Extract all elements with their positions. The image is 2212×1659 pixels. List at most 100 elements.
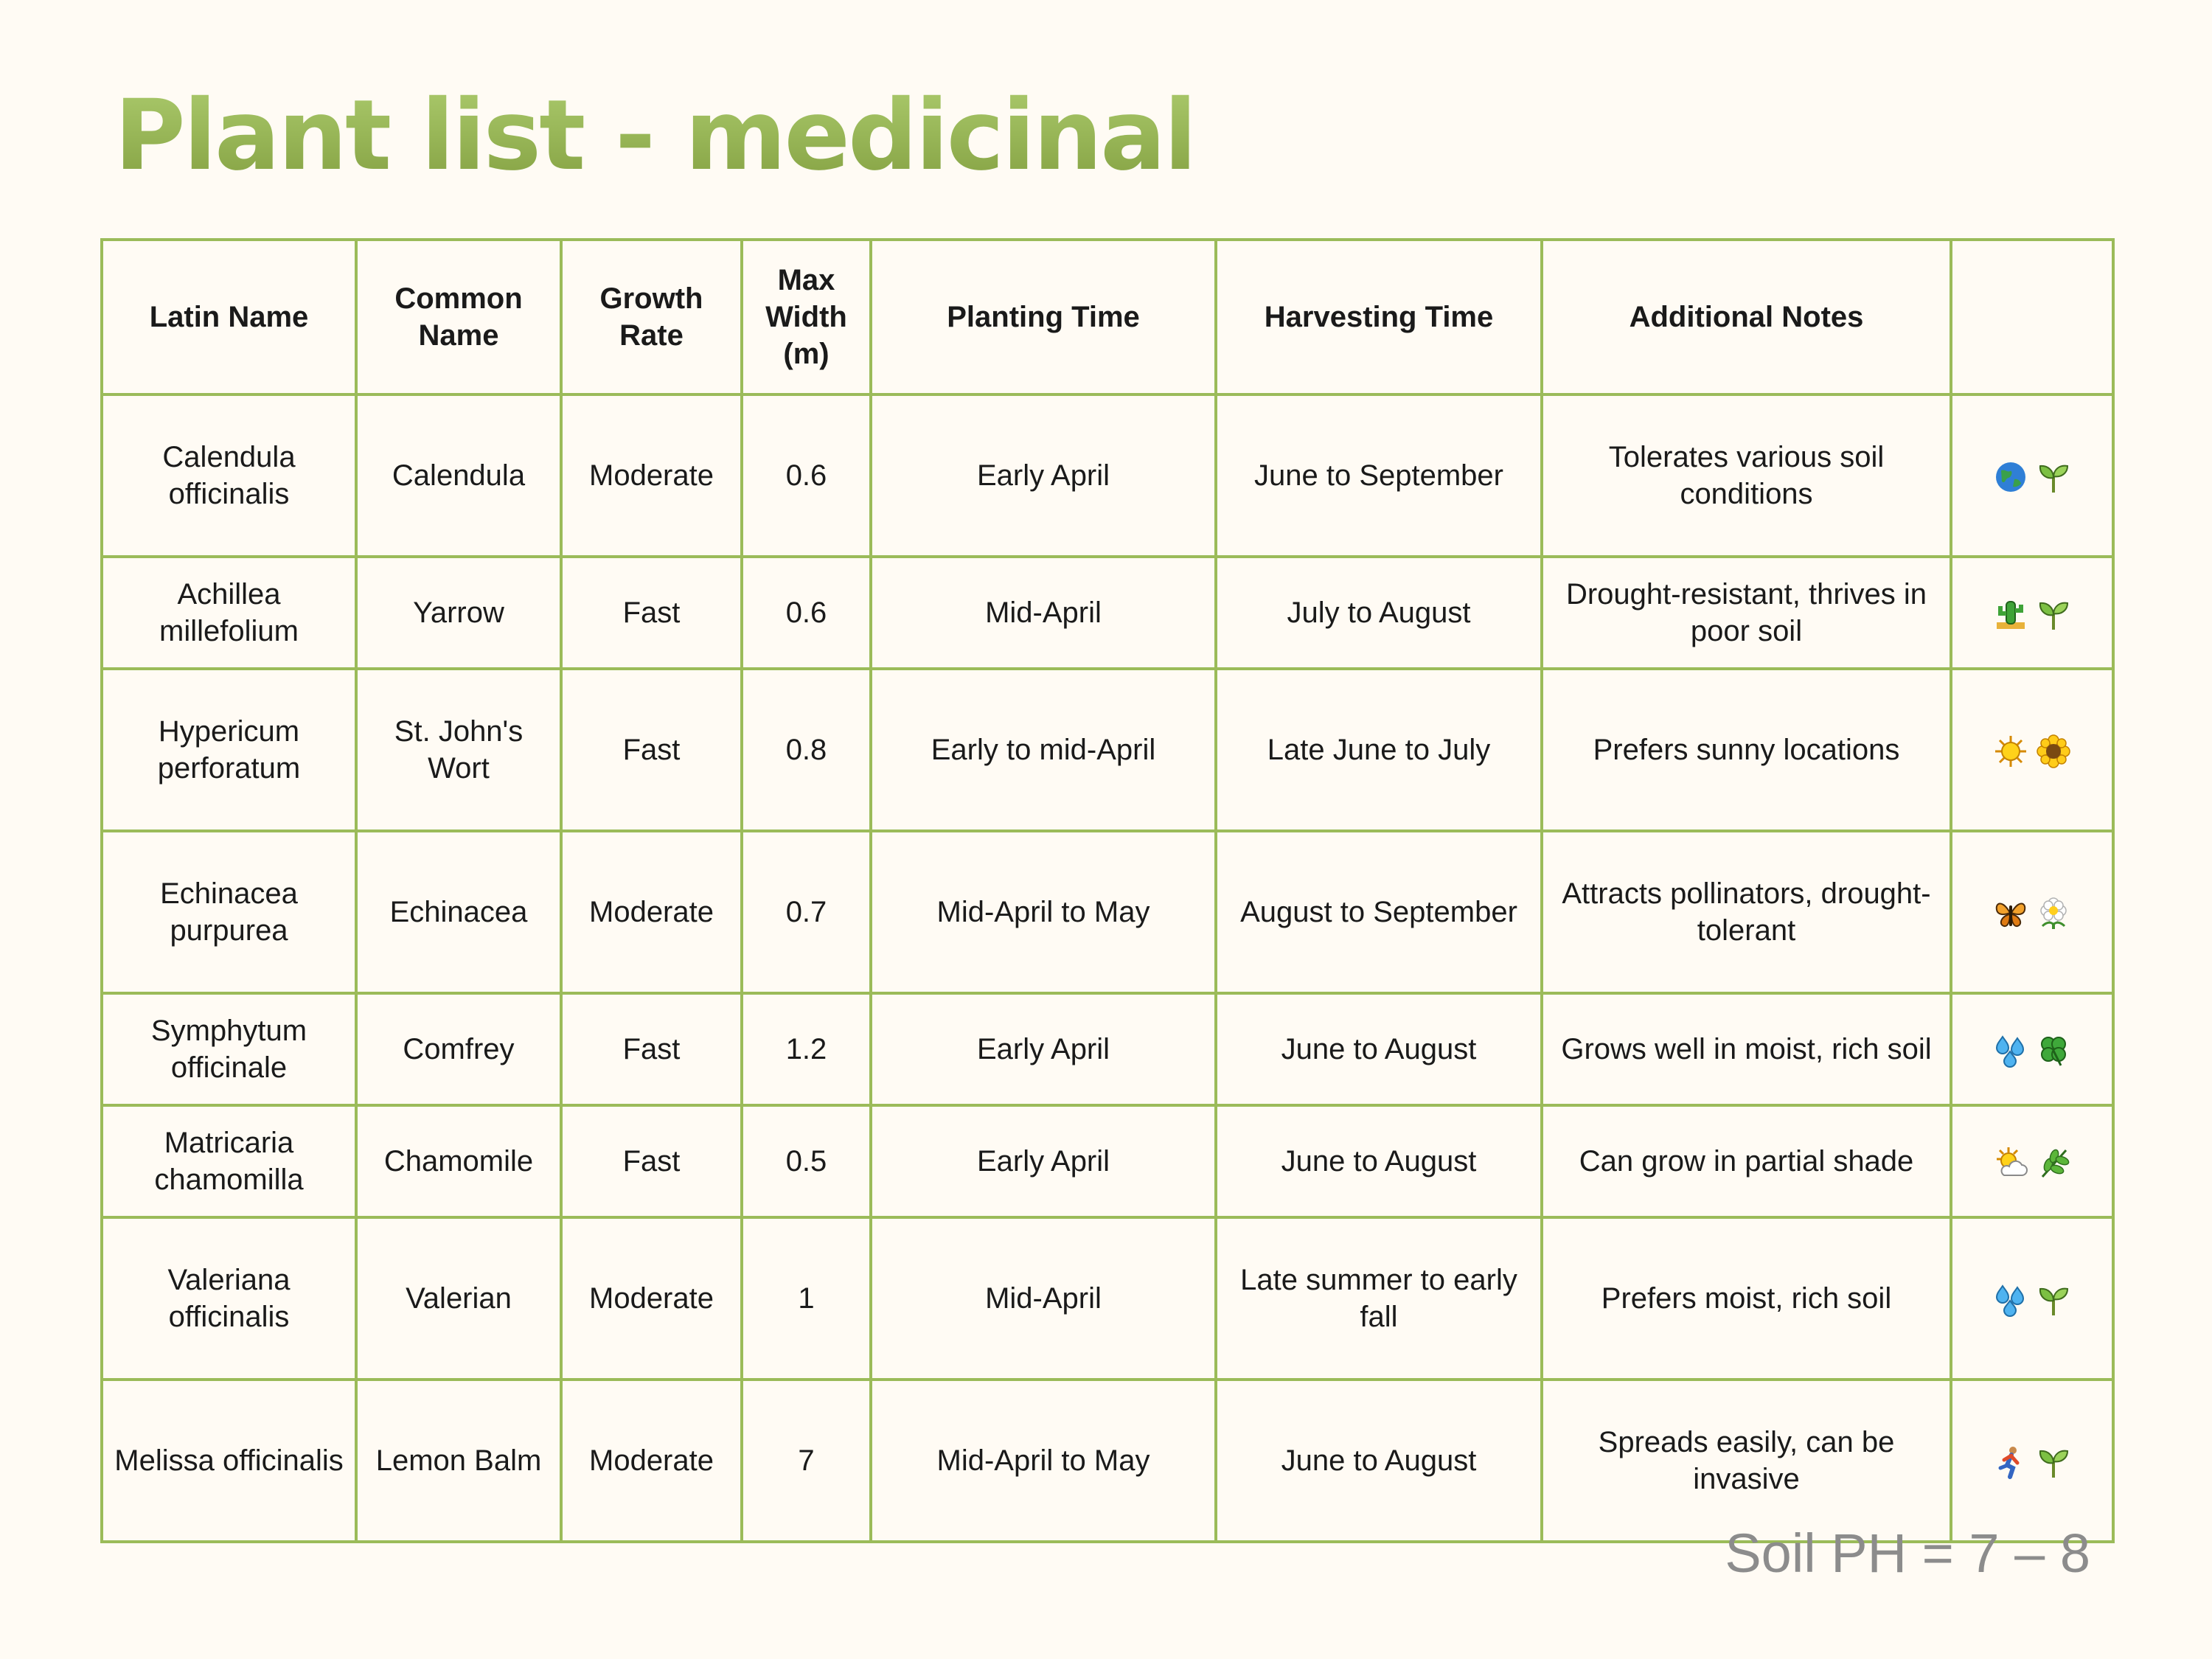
cell-common-name: Yarrow (355, 555, 563, 670)
sun-icon (1994, 734, 2028, 768)
cell-growth-rate: Fast (560, 555, 743, 670)
runner-icon (1994, 1445, 2028, 1480)
cell-max-width: 0.8 (740, 667, 872, 832)
cell-icons (1950, 1378, 2115, 1543)
cell-harvesting-time: August to September (1214, 830, 1543, 995)
header-additional-notes: Additional Notes (1540, 238, 1952, 396)
cell-icons (1950, 992, 2115, 1107)
cell-additional-notes: Can grow in partial shade (1540, 1104, 1952, 1219)
cell-harvesting-time: July to August (1214, 555, 1543, 670)
cell-harvesting-time: June to September (1214, 393, 1543, 558)
cell-common-name: Lemon Balm (355, 1378, 563, 1543)
cell-icons (1950, 830, 2115, 995)
soil-ph-note: Soil PH = 7 – 8 (1725, 1523, 2090, 1584)
cell-harvesting-time: Late June to July (1214, 667, 1543, 832)
table-row: Valeriana officinalis Valerian Moderate 1 Mi… (100, 1216, 2115, 1381)
cell-max-width: 7 (740, 1378, 872, 1543)
cell-additional-notes: Grows well in moist, rich soil (1540, 992, 1952, 1107)
cell-additional-notes: Drought-resistant, thrives in poor soil (1540, 555, 1952, 670)
table-row: Hypericum perforatum St. John's Wort Fast 0… (100, 667, 2115, 832)
cell-latin-name: Achillea millefolium (100, 555, 358, 670)
cell-planting-time: Mid-April to May (869, 1378, 1217, 1543)
table-row: Achillea millefolium Yarrow Fast 0.6 Mid-Apr… (100, 555, 2115, 670)
cell-harvesting-time: June to August (1214, 1378, 1543, 1543)
cell-icons (1950, 1104, 2115, 1219)
seedling-icon (2037, 460, 2070, 494)
cell-planting-time: Early April (869, 1104, 1217, 1219)
cell-icons (1950, 555, 2115, 670)
cell-max-width: 0.7 (740, 830, 872, 995)
cell-planting-time: Early to mid-April (869, 667, 1217, 832)
herb-icon (2037, 1146, 2070, 1180)
cell-icons (1950, 667, 2115, 832)
cell-common-name: Calendula (355, 393, 563, 558)
cell-common-name: Valerian (355, 1216, 563, 1381)
cell-latin-name: Hypericum perforatum (100, 667, 358, 832)
cell-harvesting-time: June to August (1214, 992, 1543, 1107)
globe-icon (1994, 460, 2028, 494)
cell-additional-notes: Tolerates various soil conditions (1540, 393, 1952, 558)
table-row: Melissa officinalis Lemon Balm Moderate 7 Mi… (100, 1378, 2115, 1543)
cell-max-width: 0.5 (740, 1104, 872, 1219)
cell-latin-name: Matricaria chamomilla (100, 1104, 358, 1219)
header-row: Latin Name Common Name Growth Rate Max W… (100, 238, 2115, 396)
cell-growth-rate: Fast (560, 1104, 743, 1219)
cell-growth-rate: Moderate (560, 830, 743, 995)
cell-common-name: Echinacea (355, 830, 563, 995)
cell-harvesting-time: June to August (1214, 1104, 1543, 1219)
cell-latin-name: Calendula officinalis (100, 393, 358, 558)
table-row: Symphytum officinale Comfrey Fast 1.2 Early … (100, 992, 2115, 1107)
cell-additional-notes: Prefers moist, rich soil (1540, 1216, 1952, 1381)
sun-cloud-icon (1994, 1146, 2028, 1180)
cell-planting-time: Mid-April (869, 1216, 1217, 1381)
cell-icons (1950, 393, 2115, 558)
cactus-icon (1994, 597, 2028, 631)
cell-max-width: 0.6 (740, 393, 872, 558)
cell-common-name: Comfrey (355, 992, 563, 1107)
water-drops-icon (1994, 1283, 2028, 1318)
seedling-icon (2037, 1445, 2070, 1479)
flower-icon (2037, 897, 2070, 931)
cell-latin-name: Melissa officinalis (100, 1378, 358, 1543)
cell-harvesting-time: Late summer to early fall (1214, 1216, 1543, 1381)
header-max-width: Max Width (m) (740, 238, 872, 396)
seedling-icon (2037, 597, 2070, 631)
header-latin-name: Latin Name (100, 238, 358, 396)
cell-icons (1950, 1216, 2115, 1381)
butterfly-icon (1994, 897, 2028, 931)
plant-table: Latin Name Common Name Growth Rate Max W… (100, 238, 2115, 1543)
cell-common-name: St. John's Wort (355, 667, 563, 832)
page-title: Plant list - medicinal (114, 79, 1197, 192)
cell-max-width: 1 (740, 1216, 872, 1381)
cell-growth-rate: Moderate (560, 1378, 743, 1543)
header-planting-time: Planting Time (869, 238, 1217, 396)
header-common-name: Common Name (355, 238, 563, 396)
cell-additional-notes: Spreads easily, can be invasive (1540, 1378, 1952, 1543)
cell-max-width: 0.6 (740, 555, 872, 670)
cell-common-name: Chamomile (355, 1104, 563, 1219)
cell-growth-rate: Fast (560, 667, 743, 832)
cell-latin-name: Echinacea purpurea (100, 830, 358, 995)
seedling-icon (2037, 1283, 2070, 1317)
cell-planting-time: Early April (869, 393, 1217, 558)
sunflower-icon (2037, 734, 2070, 768)
cell-latin-name: Symphytum officinale (100, 992, 358, 1107)
cell-planting-time: Mid-April (869, 555, 1217, 670)
cell-growth-rate: Moderate (560, 393, 743, 558)
cell-planting-time: Mid-April to May (869, 830, 1217, 995)
cell-growth-rate: Fast (560, 992, 743, 1107)
header-harvesting-time: Harvesting Time (1214, 238, 1543, 396)
cell-growth-rate: Moderate (560, 1216, 743, 1381)
cell-planting-time: Early April (869, 992, 1217, 1107)
header-icons (1950, 238, 2115, 396)
cell-latin-name: Valeriana officinalis (100, 1216, 358, 1381)
water-drops-icon (1994, 1034, 2028, 1068)
header-growth-rate: Growth Rate (560, 238, 743, 396)
table-row: Calendula officinalis Calendula Moderate 0.… (100, 393, 2115, 558)
clover-icon (2037, 1034, 2070, 1068)
cell-additional-notes: Attracts pollinators, drought-tolerant (1540, 830, 1952, 995)
table-row: Echinacea purpurea Echinacea Moderate 0.7 Mi… (100, 830, 2115, 995)
cell-max-width: 1.2 (740, 992, 872, 1107)
table-row: Matricaria chamomilla Chamomile Fast 0.5 Ear… (100, 1104, 2115, 1219)
cell-additional-notes: Prefers sunny locations (1540, 667, 1952, 832)
